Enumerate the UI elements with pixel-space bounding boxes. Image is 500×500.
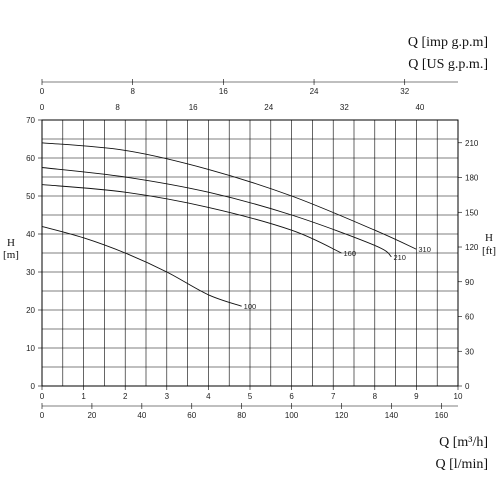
y-m-tick-label: 50 [26,192,35,201]
bottom-unit-label-lmin: Q [l/min] [436,457,489,472]
curve-label-160: 160 [344,249,357,258]
performance-curves: 310 210 160 100 [41,142,431,311]
y-m-tick-label: 10 [26,344,35,353]
top-unit-label-imp: Q [imp g.p.m] [408,35,488,50]
y-m-tick-label: 60 [26,154,35,163]
y-ft-tick-label: 150 [465,208,479,217]
x-m3h-tick-label: 10 [454,392,463,401]
curve-210 [41,167,392,258]
y-m-tick-label: 0 [31,382,36,391]
curve-label-210: 210 [393,253,406,262]
x-us-tick-label: 16 [189,103,198,112]
x-m3h-tick-label: 3 [165,392,170,401]
x-lmin-tick-label: 100 [285,411,299,420]
curve-label-310: 310 [418,245,431,254]
x-m3h-tick-label: 2 [123,392,128,401]
x-lmin-tick-label: 20 [87,411,96,420]
y-m-tick-label: 20 [26,306,35,315]
x-imp-tick-label: 0 [40,87,45,96]
y-m-tick-label: 40 [26,230,35,239]
x-imp-tick-label: 16 [219,87,228,96]
y-ft-tick-label: 120 [465,243,479,252]
y-ft-tick-label: 60 [465,313,474,322]
x-lmin-tick-label: 140 [385,411,399,420]
x-imp-tick-label: 8 [130,87,135,96]
x-m3h-tick-label: 6 [289,392,294,401]
y-ft-tick-label: 0 [465,382,470,391]
bottom-unit-label-m3h: Q [m³/h] [439,435,488,450]
top-unit-label-us: Q [US g.p.m.] [408,57,488,72]
curve-310 [41,142,417,250]
x-m3h-tick-label: 5 [248,392,253,401]
left-axis-label: H [7,237,15,249]
x-lmin-tick-label: 160 [435,411,449,420]
curve-label-100: 100 [244,302,257,311]
x-us-tick-label: 0 [40,103,45,112]
curve-100 [41,225,242,307]
x-us-tick-label: 32 [340,103,349,112]
y-ft-tick-label: 210 [465,139,479,148]
x-imp-tick-label: 32 [400,87,409,96]
x-lmin-tick-label: 120 [335,411,349,420]
x-m3h-tick-label: 1 [81,392,86,401]
x-us-tick-label: 8 [115,103,120,112]
x-us-tick-label: 24 [264,103,273,112]
y-m-tick-label: 30 [26,268,35,277]
curve-160 [41,184,342,254]
x-m3h-tick-label: 0 [40,392,45,401]
x-lmin-tick-label: 0 [40,411,45,420]
x-us-tick-label: 40 [415,103,424,112]
x-lmin-tick-label: 80 [237,411,246,420]
x-lmin-tick-label: 40 [137,411,146,420]
y-m-tick-label: 70 [26,116,35,125]
y-ft-tick-label: 90 [465,278,474,287]
x-m3h-tick-label: 7 [331,392,336,401]
right-axis-unit: [ft] [482,245,496,257]
left-axis-unit: [m] [3,249,19,261]
x-m3h-tick-label: 9 [414,392,419,401]
right-axis-label: H [485,232,493,244]
x-m3h-tick-label: 4 [206,392,211,401]
x-lmin-tick-label: 60 [187,411,196,420]
y-ft-tick-label: 180 [465,174,479,183]
y-ft-tick-label: 30 [465,347,474,356]
x-m3h-tick-label: 8 [373,392,378,401]
x-imp-tick-label: 24 [310,87,319,96]
